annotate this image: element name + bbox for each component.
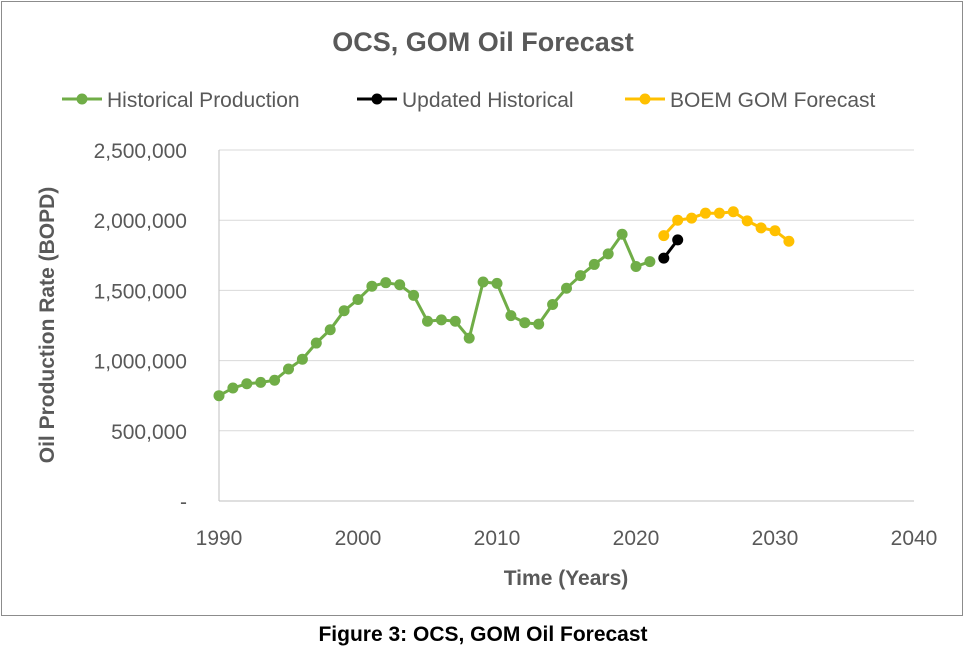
data-point xyxy=(241,378,253,390)
data-point xyxy=(324,324,336,336)
data-point xyxy=(380,277,392,289)
y-tick-label: 1,000,000 xyxy=(94,351,187,374)
y-tick-label: 2,500,000 xyxy=(94,140,187,163)
data-point xyxy=(741,215,753,227)
x-tick-label: 2010 xyxy=(474,527,521,550)
x-tick-label: 2040 xyxy=(891,527,938,550)
data-point xyxy=(477,276,489,288)
legend-marker xyxy=(76,93,88,105)
legend-label: BOEM GOM Forecast xyxy=(670,89,876,112)
data-point xyxy=(255,376,267,388)
series-group xyxy=(213,206,795,402)
y-tick-labels: - 500,000 1,000,000 1,500,000 2,000,000 2,500… xyxy=(94,140,187,514)
x-tick-labels: 1990 2000 2010 2020 2030 2040 xyxy=(196,527,938,550)
data-point xyxy=(658,230,670,242)
legend: Historical Production Updated Historical B… xyxy=(62,89,876,112)
x-tick-label: 2020 xyxy=(613,527,660,550)
data-point xyxy=(783,235,795,247)
y-axis-label: Oil Production Rate (BOPD) xyxy=(36,187,59,464)
y-tick-label: 1,500,000 xyxy=(94,280,187,303)
data-point xyxy=(588,258,600,270)
data-point xyxy=(630,261,642,273)
data-point xyxy=(505,310,517,322)
data-point xyxy=(408,289,420,301)
data-point xyxy=(727,206,739,218)
data-point xyxy=(602,248,614,260)
data-point xyxy=(547,298,559,310)
data-point xyxy=(213,390,225,402)
axes xyxy=(218,150,914,502)
oil-forecast-chart: - 500,000 1,000,000 1,500,000 2,000,000 2,500… xyxy=(36,27,938,590)
data-point xyxy=(755,222,767,234)
y-tick-label: - xyxy=(180,491,187,514)
data-point xyxy=(672,234,684,246)
figure-caption: Figure 3: OCS, GOM Oil Forecast xyxy=(318,623,648,646)
data-point xyxy=(269,374,281,386)
x-axis-label: Time (Years) xyxy=(504,567,629,590)
data-point xyxy=(686,212,698,224)
data-point xyxy=(672,214,684,226)
legend-label: Historical Production xyxy=(107,89,300,112)
data-point xyxy=(616,228,628,240)
data-point xyxy=(533,318,545,330)
data-point xyxy=(310,337,322,349)
data-point xyxy=(352,294,364,306)
data-point xyxy=(283,363,294,375)
legend-label: Updated Historical xyxy=(402,89,574,112)
chart-frame: - 500,000 1,000,000 1,500,000 2,000,000 2,500… xyxy=(1,1,963,616)
data-point xyxy=(227,382,239,394)
series-line-2 xyxy=(662,210,790,243)
legend-marker xyxy=(371,93,383,105)
x-tick-label: 2000 xyxy=(335,527,382,550)
data-point xyxy=(422,315,433,327)
data-point xyxy=(435,314,447,326)
data-point xyxy=(713,207,725,219)
data-point xyxy=(338,305,350,317)
data-point xyxy=(491,277,503,289)
data-point xyxy=(463,332,475,344)
x-tick-label: 2030 xyxy=(752,527,799,550)
data-point xyxy=(394,279,406,291)
data-point xyxy=(644,256,656,268)
data-point xyxy=(366,280,378,292)
data-point xyxy=(561,282,572,294)
data-point xyxy=(296,353,308,365)
data-point xyxy=(449,315,461,327)
y-tick-label: 500,000 xyxy=(111,421,187,444)
data-point xyxy=(769,225,781,237)
data-point xyxy=(658,252,670,264)
data-point xyxy=(700,207,711,219)
x-tick-label: 1990 xyxy=(196,527,243,550)
y-tick-label: 2,000,000 xyxy=(94,210,187,233)
data-point xyxy=(574,270,586,282)
legend-marker xyxy=(639,93,651,105)
data-point xyxy=(519,317,531,329)
chart-title: OCS, GOM Oil Forecast xyxy=(332,27,634,57)
